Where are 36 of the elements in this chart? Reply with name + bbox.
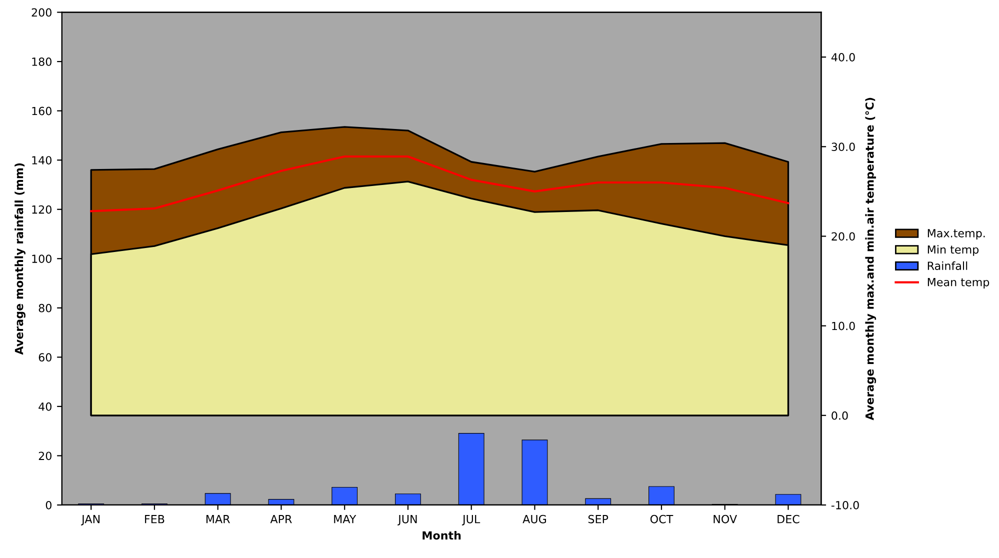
y2-tick-label: 30.0 bbox=[832, 142, 855, 152]
y-tick-label: 20 bbox=[38, 452, 52, 460]
y-tick-label: 100 bbox=[32, 254, 52, 264]
y-tick-label: 80 bbox=[38, 304, 52, 312]
y2-axis-title: Average monthly max.and min.air temperature (°C) bbox=[865, 98, 876, 420]
x-tick-label: FEB bbox=[145, 515, 164, 524]
y2-tick-label: -10.0 bbox=[831, 500, 859, 510]
x-tick-label: JUL bbox=[462, 515, 480, 526]
x-tick-label: MAY bbox=[334, 515, 356, 524]
y-tick-label: 160 bbox=[32, 106, 52, 116]
x-tick-label: APR bbox=[270, 515, 292, 524]
y-tick-label: 60 bbox=[38, 353, 52, 362]
x-tick-label: DEC bbox=[778, 514, 800, 524]
y2-tick-label: 20.0 bbox=[832, 232, 855, 241]
y-tick-label: 120 bbox=[32, 205, 52, 214]
y2-tick-label: 0.0 bbox=[832, 411, 848, 420]
y2-tick-label: 10.0 bbox=[832, 322, 855, 330]
legend-label: Max.temp. bbox=[928, 229, 985, 240]
y-tick-label: 0 bbox=[46, 500, 52, 510]
x-tick-label: SEP bbox=[588, 514, 608, 524]
y-tick-label: 140 bbox=[32, 156, 52, 164]
y-tick-label: 40 bbox=[38, 402, 52, 411]
x-tick-label: AUG bbox=[522, 514, 546, 524]
x-tick-label: NOV bbox=[714, 514, 737, 524]
y-axis-title: Average monthly rainfall (mm) bbox=[14, 163, 26, 355]
legend-label: Min temp bbox=[928, 245, 979, 256]
legend-label: Rainfall bbox=[928, 261, 968, 270]
x-tick-label: JUN bbox=[398, 515, 417, 526]
y2-tick-label: 40.0 bbox=[831, 53, 855, 62]
x-tick-label: MAR bbox=[206, 515, 230, 524]
x-tick-label: JAN bbox=[81, 515, 100, 526]
y-tick-label: 180 bbox=[32, 58, 52, 66]
x-tick-label: OCT bbox=[650, 514, 674, 524]
legend-label: Mean temp bbox=[928, 278, 990, 288]
x-axis-title: Month bbox=[422, 531, 461, 540]
y-tick-label: 200 bbox=[32, 8, 52, 17]
